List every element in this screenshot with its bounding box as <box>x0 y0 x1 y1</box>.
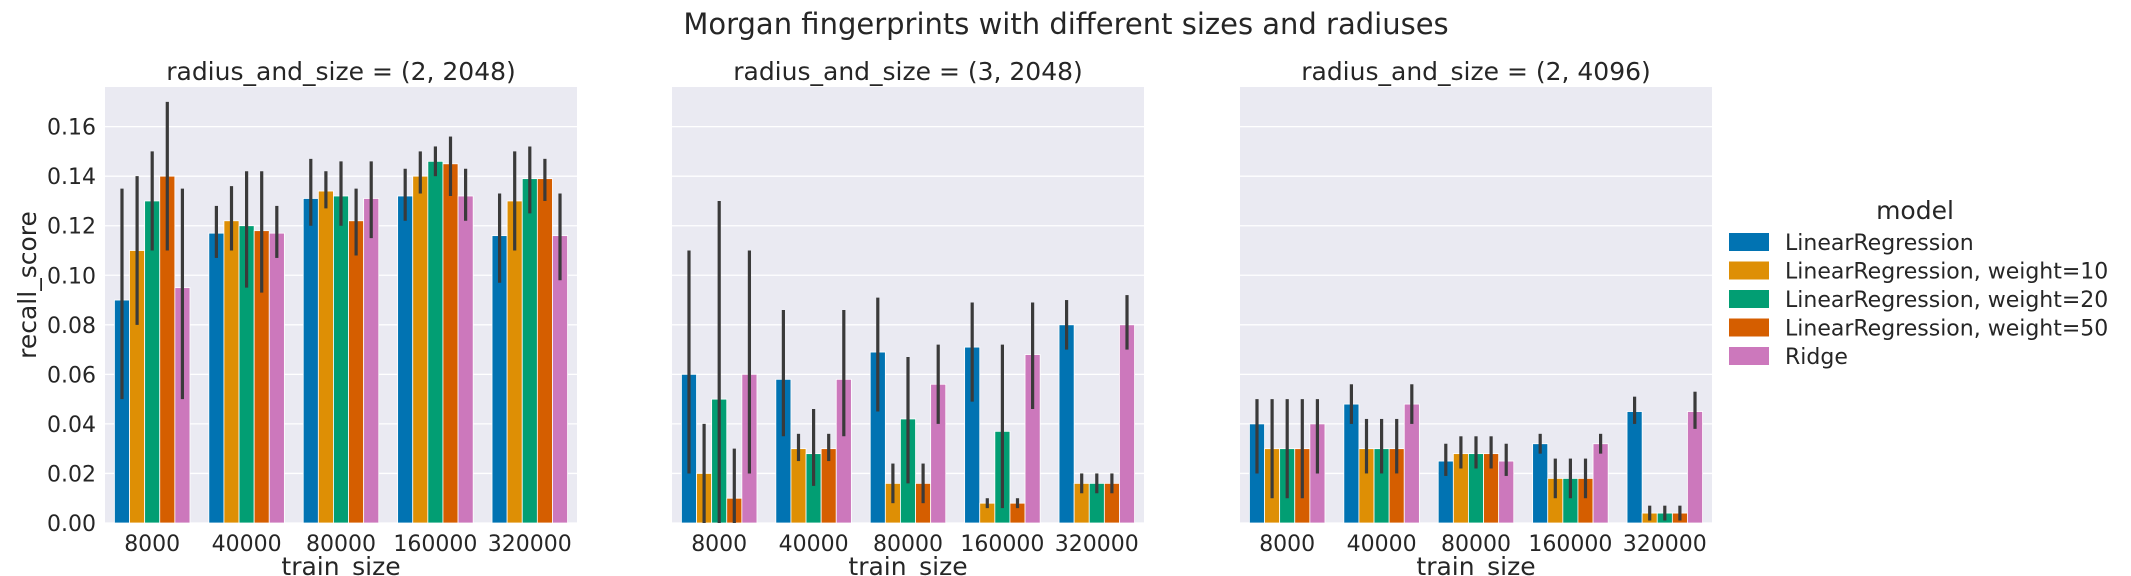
x-tick-label: 8000 <box>1259 532 1315 557</box>
legend-entry: LinearRegression, weight=50 <box>1785 317 2108 342</box>
x-tick-label: 160000 <box>393 532 477 557</box>
legend-swatch <box>1729 261 1769 280</box>
bar <box>397 195 414 524</box>
bar <box>442 163 459 524</box>
y-tick-label: 0.08 <box>47 314 96 339</box>
legend-title: model <box>1876 196 1954 225</box>
x-axis-label: train_size <box>281 552 400 576</box>
legend-entry: LinearRegression, weight=20 <box>1785 288 2108 313</box>
bar <box>457 195 474 524</box>
panel-1: radius_and_size = (2, 2048) 8000 40000 8000… <box>47 57 577 576</box>
x-tick-label: 40000 <box>1347 532 1417 557</box>
x-tick-label: 8000 <box>124 532 180 557</box>
bar <box>348 220 365 524</box>
x-tick-label: 160000 <box>960 532 1044 557</box>
legend-entry: LinearRegression <box>1785 231 1974 256</box>
x-tick-label: 80000 <box>873 532 943 557</box>
bar <box>363 198 380 524</box>
bar <box>536 178 553 524</box>
y-axis-label: recall_score <box>13 211 42 359</box>
chart-panels: radius_and_size = (2, 2048) 8000 40000 8000… <box>47 57 1712 576</box>
bar <box>223 220 240 524</box>
panel-2: radius_and_size = (3, 2048) 8000 40000 8000… <box>672 57 1144 576</box>
y-tick-label: 0.10 <box>47 264 96 289</box>
panel-title: radius_and_size = (3, 2048) <box>733 57 1083 86</box>
x-tick-label: 320000 <box>488 532 572 557</box>
y-tick-label: 0.04 <box>47 413 96 438</box>
panel-3: radius_and_size = (2, 4096) 8000 40000 8000… <box>1240 57 1712 576</box>
x-tick-label: 320000 <box>1055 532 1139 557</box>
bar <box>1626 411 1643 524</box>
y-tick-label: 0.12 <box>47 215 96 240</box>
x-tick-label: 40000 <box>212 532 282 557</box>
x-tick-label: 80000 <box>306 532 376 557</box>
x-axis-label: train_size <box>848 552 967 576</box>
bar <box>302 198 319 524</box>
bar <box>317 190 334 524</box>
legend-swatch <box>1729 347 1769 365</box>
legend: model LinearRegression LinearRegression, … <box>1729 196 2108 370</box>
y-tick-label: 0.06 <box>47 363 96 388</box>
x-tick-label: 80000 <box>1441 532 1511 557</box>
bar <box>427 160 444 524</box>
legend-swatch <box>1729 290 1769 308</box>
bar <box>268 232 285 524</box>
legend-entry: Ridge <box>1785 345 1848 370</box>
panel-title: radius_and_size = (2, 4096) <box>1301 57 1651 86</box>
legend-swatch <box>1729 233 1769 251</box>
bar <box>208 232 225 524</box>
y-tick-label: 0.16 <box>47 116 96 141</box>
chart-title: Morgan fingerprints with different sizes… <box>683 7 1448 41</box>
bar <box>521 178 538 524</box>
bar <box>1119 324 1135 524</box>
bar <box>1592 443 1609 524</box>
y-tick-label: 0.02 <box>47 462 96 487</box>
x-tick-label: 40000 <box>779 532 849 557</box>
x-axis-label: train_size <box>1416 552 1535 576</box>
bar <box>1058 324 1075 524</box>
panel-title: radius_and_size = (2, 2048) <box>166 57 516 86</box>
y-tick-label: 0.00 <box>47 512 96 537</box>
bar <box>412 175 429 524</box>
bar <box>333 195 349 524</box>
y-tick-label: 0.14 <box>47 165 96 190</box>
x-tick-label: 8000 <box>691 532 747 557</box>
legend-swatch <box>1729 318 1769 337</box>
bar <box>1532 443 1549 524</box>
legend-entry: LinearRegression, weight=10 <box>1785 260 2108 285</box>
x-tick-label: 320000 <box>1623 532 1707 557</box>
x-tick-label: 160000 <box>1528 532 1612 557</box>
